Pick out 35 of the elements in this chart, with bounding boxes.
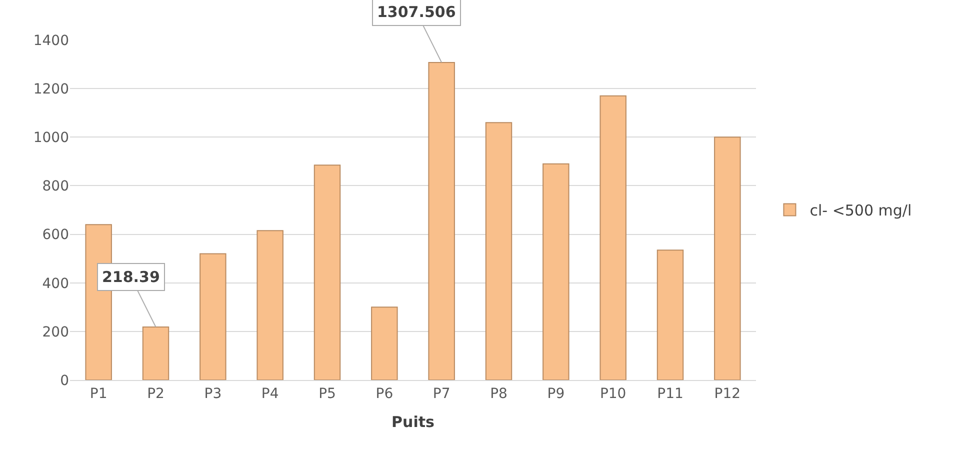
y-tick-label: 400 xyxy=(42,276,69,292)
x-tick-label: P9 xyxy=(547,386,565,402)
bar xyxy=(256,230,284,380)
y-tick-label: 1400 xyxy=(33,32,69,49)
x-tick-label: P11 xyxy=(657,386,684,402)
data-label: 218.39 xyxy=(102,268,160,286)
y-tick-label: 800 xyxy=(42,178,69,195)
x-tick-label: P12 xyxy=(714,386,741,402)
y-tick-label: 1000 xyxy=(33,130,69,146)
x-tick-label: P10 xyxy=(600,386,626,402)
bar xyxy=(656,250,684,380)
bar xyxy=(485,122,512,380)
x-tick-label: P2 xyxy=(147,386,164,402)
x-tick-label: P6 xyxy=(376,386,394,402)
y-tick-label: 600 xyxy=(42,227,69,244)
legend-label: cl- <500 mg/l xyxy=(810,202,912,220)
y-tick-label: 0 xyxy=(60,372,69,389)
y-tick-label: 1200 xyxy=(33,81,69,98)
x-tick-label: P5 xyxy=(318,386,336,402)
x-tick-label: P3 xyxy=(204,386,222,402)
x-tick-label: P8 xyxy=(490,386,508,402)
x-tick-label: P7 xyxy=(432,386,450,402)
x-tick-label: P1 xyxy=(90,386,108,402)
bar xyxy=(314,164,341,380)
x-tick-label: P4 xyxy=(261,386,279,402)
bar xyxy=(142,326,170,380)
bar xyxy=(371,306,398,380)
y-tick-label: 200 xyxy=(42,324,69,340)
data-label: 1307.506 xyxy=(377,3,456,21)
bar xyxy=(428,62,455,380)
bar xyxy=(600,95,626,380)
bar xyxy=(542,163,570,380)
x-axis-title: Puits xyxy=(392,412,435,431)
bar xyxy=(714,136,741,380)
bar xyxy=(200,253,226,380)
